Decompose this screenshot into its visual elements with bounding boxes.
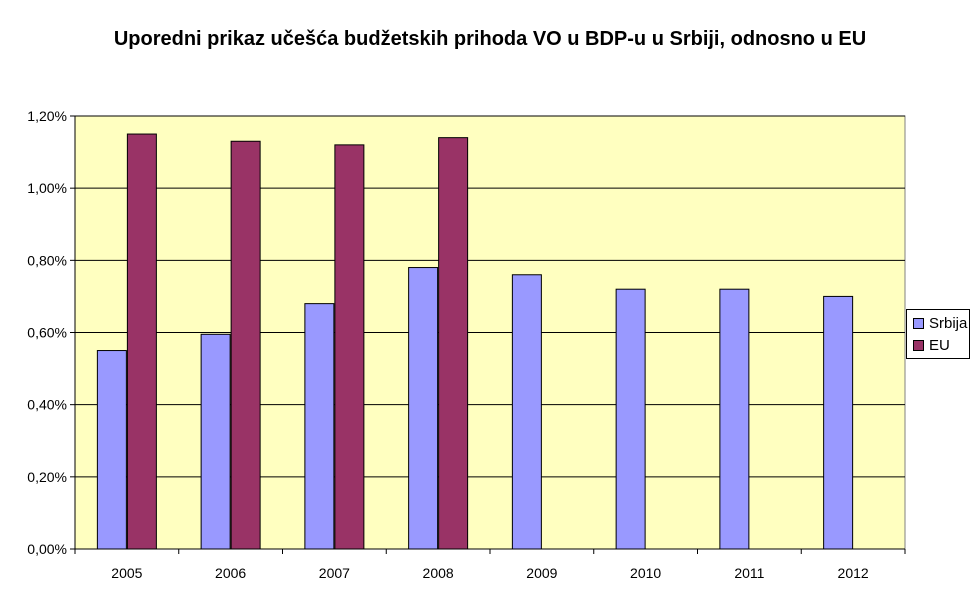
bar-srbija-2010 (615, 288, 646, 550)
legend-swatch-eu (913, 339, 924, 351)
x-tick-label: 2009 (526, 565, 557, 581)
plot-area: 0,00% 0,20% 0,40% 0,60% 0,80% 1,00% 1,20% 2005 2… (27, 108, 906, 581)
y-tick-label: 0,40% (27, 397, 67, 413)
legend-label-srbija: Srbija (929, 314, 968, 332)
bar-eu-2006 (230, 140, 261, 550)
x-tick-label: 2012 (838, 565, 869, 581)
bar-srbija-2009 (511, 274, 542, 550)
x-tick-label: 2007 (319, 565, 350, 581)
bar-eu-2005 (126, 133, 157, 550)
bar-eu-2008 (438, 137, 469, 550)
y-tick-label: 0,60% (27, 325, 67, 341)
x-tick-label: 2006 (215, 565, 246, 581)
y-tick-label: 0,80% (27, 252, 67, 268)
y-tick-label: 0,20% (27, 469, 67, 485)
x-tick-label: 2010 (630, 565, 661, 581)
legend-swatch-srbija (913, 317, 924, 329)
legend-label-eu: EU (929, 336, 950, 354)
y-tick-label: 1,00% (27, 180, 67, 196)
bar-srbija-2005 (96, 350, 127, 550)
bar-srbija-2011 (719, 288, 750, 550)
bar-srbija-2012 (823, 295, 854, 550)
legend-item-srbija: Srbija (913, 314, 967, 332)
y-tick-label: 1,20% (27, 108, 67, 124)
legend-item-eu: EU (913, 336, 950, 354)
x-tick-label: 2011 (734, 565, 764, 581)
bar-srbija-2006 (200, 333, 231, 550)
bar-srbija-2008 (408, 267, 439, 550)
x-tick-label: 2008 (423, 565, 454, 581)
bar-eu-2007 (334, 144, 365, 550)
legend: Srbija EU (906, 309, 970, 359)
chart-title: Uporedni prikaz učešća budžetskih prihod… (113, 28, 867, 50)
y-tick-label: 0,00% (27, 541, 67, 557)
bar-srbija-2007 (304, 303, 335, 550)
x-tick-label: 2005 (111, 565, 142, 581)
